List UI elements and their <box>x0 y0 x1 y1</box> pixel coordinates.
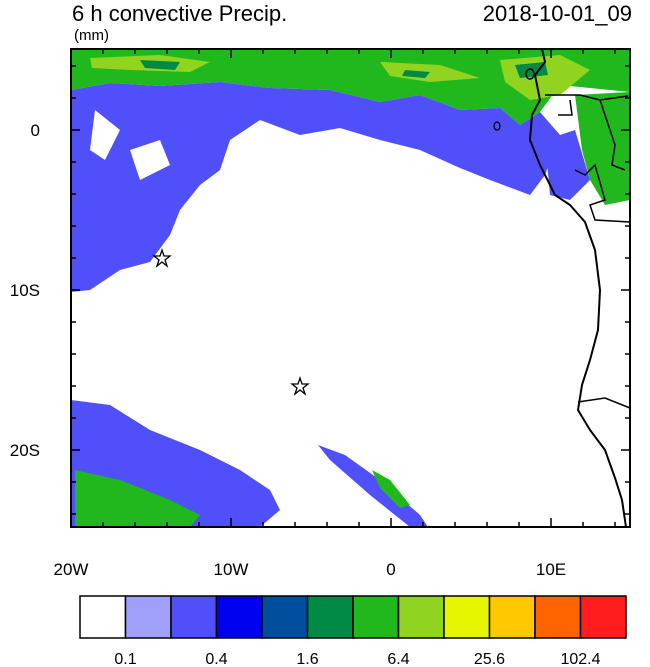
precip-field <box>71 49 630 527</box>
colorbar-label-25-6: 25.6 <box>474 651 505 667</box>
plot-frame <box>70 48 631 528</box>
colorbar-box-12 <box>579 595 627 639</box>
precip-blue-north <box>71 82 560 292</box>
precip-band-north <box>71 49 630 125</box>
country-borders <box>545 94 631 409</box>
coastline <box>528 48 627 528</box>
colorbar-box-6 <box>306 595 354 639</box>
colorbar-label-0-1: 0.1 <box>114 651 136 667</box>
colorbar-label-6-4: 6.4 <box>387 651 409 667</box>
colorbar-box-1 <box>79 595 127 639</box>
colorbar-label-0-4: 0.4 <box>205 651 227 667</box>
lon-label-10w: 10W <box>214 560 249 579</box>
units-label: (mm) <box>74 27 109 44</box>
colorbar-box-9 <box>443 595 491 639</box>
precip-streak-south <box>318 445 428 527</box>
lat-label-10s: 10S <box>10 281 40 300</box>
lon-label-20w: 20W <box>54 560 89 579</box>
precip-streak-south-green <box>372 470 410 508</box>
colorbar-box-3 <box>170 595 218 639</box>
precip-band-south-green <box>75 470 200 527</box>
colorbar-box-11 <box>534 595 582 639</box>
colorbar-label-1-6: 1.6 <box>296 651 318 667</box>
colorbar-box-10 <box>488 595 536 639</box>
precip-white-gap <box>90 110 400 180</box>
lat-label-0: 0 <box>31 121 40 140</box>
lon-label-10e: 10E <box>536 560 566 579</box>
colorbar-box-2 <box>124 595 172 639</box>
colorbar-box-4 <box>215 595 263 639</box>
island-bioko <box>525 68 535 80</box>
precip-east-blue <box>545 130 590 200</box>
colorbar-label-102-4: 102.4 <box>560 651 600 667</box>
island-sao-tome <box>493 121 501 131</box>
colorbar-box-7 <box>352 595 400 639</box>
lat-label-20s: 20S <box>10 441 40 460</box>
precip-east-green <box>575 92 630 205</box>
colorbar-box-5 <box>261 595 309 639</box>
colorbar-box-8 <box>397 595 445 639</box>
star-marker-1 <box>152 247 172 268</box>
axis-ticks <box>70 49 630 527</box>
lon-label-0: 0 <box>386 560 395 579</box>
map-title: 6 h convective Precip. <box>72 1 288 26</box>
timestamp: 2018-10-01_09 <box>482 1 632 26</box>
colorbar <box>79 595 627 639</box>
star-marker-2 <box>290 375 310 396</box>
